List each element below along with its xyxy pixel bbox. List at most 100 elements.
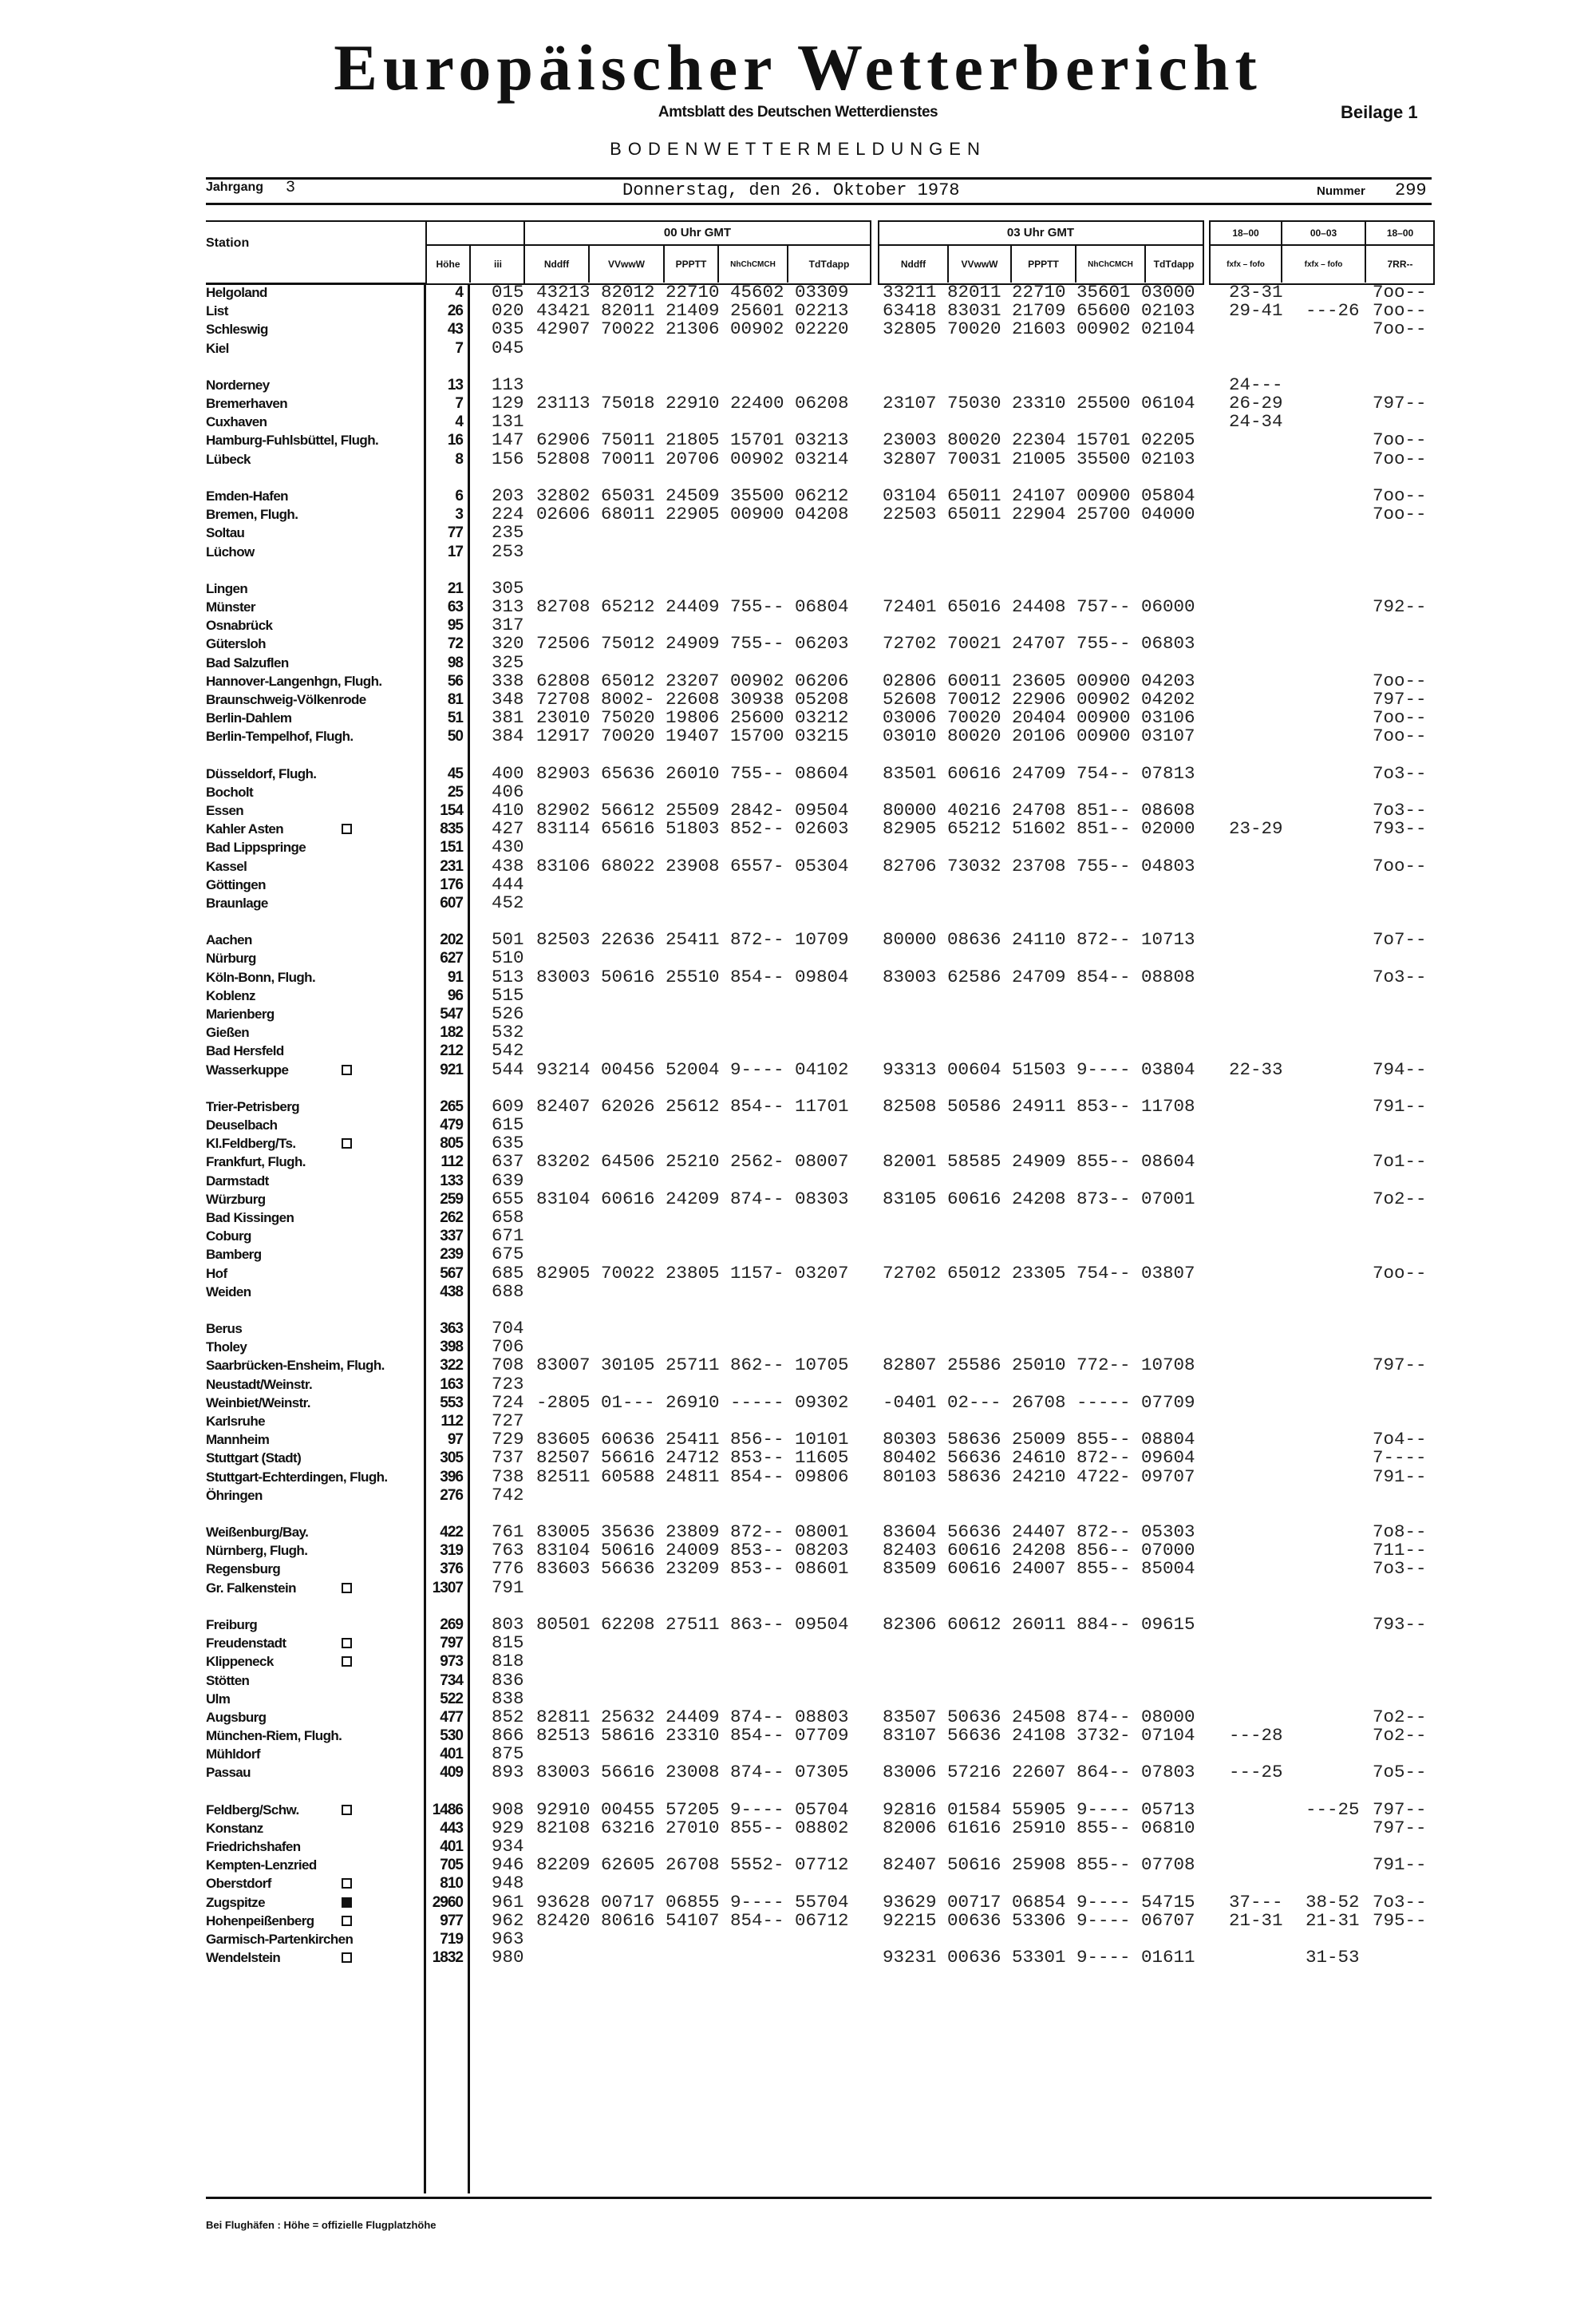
- open-square-icon: [342, 1064, 352, 1075]
- precipitation-18-00: 7o3--: [1373, 800, 1427, 821]
- station-index: 655: [492, 1188, 524, 1209]
- station-name: Nürburg: [206, 951, 256, 967]
- table-row: Neustadt/Weinstr. 163 723: [0, 1375, 1596, 1394]
- station-index: 929: [492, 1817, 524, 1838]
- precipitation-18-00: 7oo--: [1373, 855, 1427, 876]
- station-height: 627: [440, 950, 464, 967]
- jahrgang-label: Jahrgang: [206, 180, 264, 194]
- station-index: 963: [492, 1928, 524, 1950]
- table-row: Marienberg 547 526: [0, 1005, 1596, 1023]
- station-name: Kl.Feldberg/Ts.: [206, 1136, 296, 1152]
- observation-03-gmt: 23107 75030 23310 25500 06104: [883, 393, 1195, 414]
- observation-03-gmt: 80103 58636 24210 4722- 09707: [883, 1466, 1195, 1487]
- table-row: Frankfurt, Flugh. 112 637 83202 64506 25210…: [0, 1153, 1596, 1171]
- station-height: 163: [440, 1375, 464, 1393]
- station-height: 8: [455, 450, 464, 468]
- observation-03-gmt: 93313 00604 51503 9---- 03804: [883, 1058, 1195, 1080]
- station-height: 398: [440, 1339, 464, 1356]
- header-box-extremes: 18–00 00–03 18–00 fxfx – fofo fxfx – fof…: [1209, 220, 1435, 285]
- station-height: 51: [447, 710, 464, 727]
- table-row: Münster 63 313 82708 65212 24409 755-- 0680…: [0, 598, 1596, 616]
- precipitation-18-00: 7oo--: [1373, 485, 1427, 506]
- table-row: Bad Hersfeld 212 542: [0, 1042, 1596, 1060]
- gust-18-00: 24---: [1229, 374, 1283, 395]
- precipitation-18-00: 7----: [1373, 1447, 1427, 1469]
- station-index: 444: [492, 873, 524, 895]
- station-index: 737: [492, 1447, 524, 1469]
- observation-00-gmt: 82407 62026 25612 854-- 11701: [536, 1095, 849, 1117]
- table-row: Stuttgart (Stadt) 305 737 82507 56616 24712…: [0, 1449, 1596, 1467]
- filled-square-icon: [342, 1897, 352, 1908]
- station-name: Neustadt/Weinstr.: [206, 1376, 313, 1392]
- precipitation-18-00: 793--: [1373, 1613, 1427, 1635]
- observation-03-gmt: 82407 50616 25908 855-- 07708: [883, 1854, 1195, 1876]
- observation-03-gmt: -0401 02--- 26708 ----- 07709: [883, 1391, 1195, 1413]
- table-row: Tholey 398 706: [0, 1338, 1596, 1356]
- table-row: Hamburg-Fuhlsbüttel, Flugh. 16 147 62906 75…: [0, 431, 1596, 449]
- column-header-gust-1: fxfx – fofo: [1227, 259, 1265, 269]
- precipitation-18-00: 795--: [1373, 1909, 1427, 1931]
- station-height: 734: [440, 1671, 464, 1689]
- station-name: Kiel: [206, 340, 229, 356]
- station-index: 761: [492, 1521, 524, 1543]
- table-row: Helgoland 4 015 43213 82012 22710 45602 033…: [0, 283, 1596, 302]
- station-name: Mannheim: [206, 1432, 270, 1448]
- station-height: 3: [455, 506, 464, 524]
- observation-00-gmt: 72506 75012 24909 755-- 06203: [536, 633, 849, 655]
- observation-00-gmt: 93628 00717 06855 9---- 55704: [536, 1891, 849, 1912]
- table-row: Lüchow 17 253: [0, 542, 1596, 561]
- station-index: 544: [492, 1058, 524, 1080]
- station-index: 532: [492, 1022, 524, 1043]
- observation-03-gmt: 72702 70021 24707 755-- 06803: [883, 633, 1195, 655]
- station-index: 020: [492, 300, 524, 322]
- table-row: Trier-Petrisberg 265 609 82407 62026 25612 …: [0, 1095, 1596, 1117]
- table-row: Kahler Asten 835 427 83114 65616 51803 852-…: [0, 820, 1596, 838]
- station-height: 319: [440, 1542, 464, 1560]
- station-height: 182: [440, 1024, 464, 1042]
- observation-03-gmt: 82508 50586 24911 853-- 11708: [883, 1095, 1195, 1117]
- station-name: Köln-Bonn, Flugh.: [206, 969, 316, 985]
- station-height: 438: [440, 1283, 464, 1300]
- precipitation-18-00: 7o2--: [1373, 1706, 1427, 1727]
- station-name: Hohenpeißenberg: [206, 1912, 314, 1928]
- table-row: Darmstadt 133 639: [0, 1171, 1596, 1190]
- precipitation-18-00: 797--: [1373, 688, 1427, 710]
- observation-03-gmt: 82706 73032 23708 755-- 04803: [883, 855, 1195, 876]
- station-name: Norderney: [206, 377, 270, 393]
- observation-00-gmt: 92910 00455 57205 9---- 05704: [536, 1798, 849, 1820]
- precipitation-18-00: 793--: [1373, 818, 1427, 840]
- table-row: Gr. Falkenstein 1307 791: [0, 1578, 1596, 1597]
- observation-00-gmt: 82209 62605 26708 5552- 07712: [536, 1854, 849, 1876]
- station-name: Kempten-Lenzried: [206, 1857, 317, 1873]
- station-index: 724: [492, 1391, 524, 1413]
- observation-00-gmt: 83007 30105 25711 862-- 10705: [536, 1355, 849, 1376]
- station-name: Tholey: [206, 1339, 247, 1355]
- station-index: 015: [492, 282, 524, 303]
- table-row: Weiden 438 688: [0, 1282, 1596, 1301]
- station-name: Öhringen: [206, 1487, 263, 1503]
- observation-03-gmt: 80000 40216 24708 851-- 08608: [883, 800, 1195, 821]
- table-row: Göttingen 176 444: [0, 873, 1596, 895]
- precipitation-18-00: 7oo--: [1373, 300, 1427, 322]
- station-index: 400: [492, 762, 524, 784]
- station-name: Konstanz: [206, 1820, 263, 1836]
- table-row: Zugspitze 2960 961 93628 00717 06855 9---- …: [0, 1893, 1596, 1912]
- station-index: 742: [492, 1484, 524, 1505]
- table-row: Oberstdorf 810 948: [0, 1874, 1596, 1893]
- gust-00-03: 38-52: [1306, 1891, 1360, 1912]
- station-name: Wasserkuppe: [206, 1062, 289, 1078]
- station-height: 7: [455, 395, 464, 413]
- precipitation-18-00: 792--: [1373, 596, 1427, 618]
- station-height: 154: [440, 802, 464, 820]
- precipitation-18-00: 7oo--: [1373, 448, 1427, 469]
- open-square-icon: [342, 1138, 352, 1149]
- table-row: Freiburg 269 803 80501 62208 27511 863-- 09…: [0, 1613, 1596, 1635]
- station-height: 805: [440, 1135, 464, 1153]
- station-height: 25: [447, 783, 464, 801]
- station-name: Stötten: [206, 1672, 250, 1688]
- station-name: Braunlage: [206, 895, 268, 911]
- station-index: 203: [492, 485, 524, 506]
- station-name: Darmstadt: [206, 1173, 269, 1189]
- station-name: Weiden: [206, 1284, 251, 1299]
- open-square-icon: [342, 1915, 352, 1926]
